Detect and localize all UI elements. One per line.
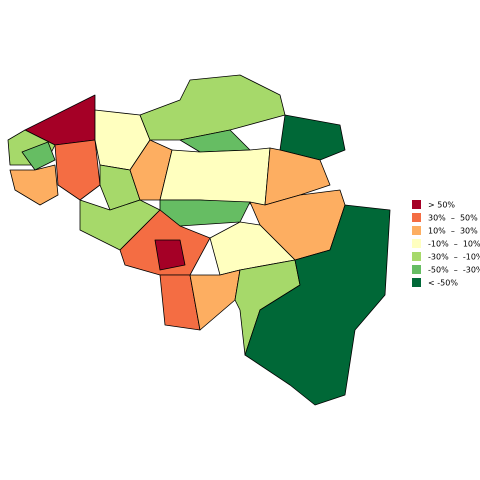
legend-swatch <box>412 226 421 235</box>
legend-swatch <box>412 200 421 209</box>
region <box>139 74 286 141</box>
legend-label: 30% – 50% <box>428 214 478 223</box>
legend: > 50% 30% – 50% 10% – 30% -10% – 10% -30% – … <box>412 200 480 288</box>
legend-swatch <box>412 278 421 287</box>
region <box>159 147 271 206</box>
legend-label: -50% – -30% <box>428 266 480 275</box>
legend-label: -10% – 10% <box>428 240 480 249</box>
legend-swatch <box>412 265 421 274</box>
legend-label: -30% – -10% <box>428 253 480 262</box>
region <box>21 141 56 171</box>
legend-swatch <box>412 239 421 248</box>
region <box>279 114 346 161</box>
legend-label: > 50% <box>428 201 455 210</box>
legend-swatch <box>412 252 421 261</box>
legend-label: 10% – 30% <box>428 227 478 236</box>
regions <box>7 74 391 406</box>
region <box>244 204 391 406</box>
region <box>154 239 186 271</box>
region <box>9 164 59 206</box>
legend-swatch <box>412 213 421 222</box>
region <box>54 139 101 201</box>
legend-label: < -50% <box>428 279 458 288</box>
